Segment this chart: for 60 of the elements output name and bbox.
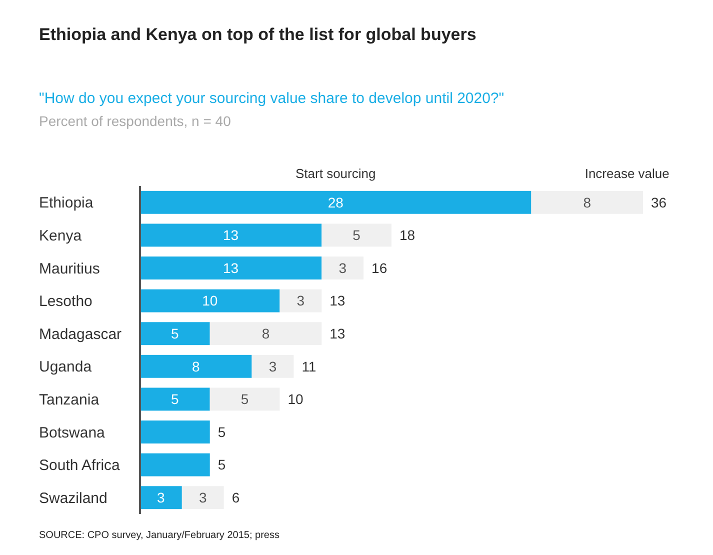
y-tick-label: Botswana [39,424,106,442]
total-label: 5 [218,424,226,440]
bar [140,486,182,510]
data-label: 5 [171,391,180,408]
data-label: 8 [583,194,592,210]
data-label: 8 [262,326,270,342]
total-label: 10 [288,391,304,408]
data-label: 13 [223,260,239,276]
total-label: 6 [232,490,240,506]
data-label: 28 [328,194,344,210]
bar [280,289,322,312]
y-tick-label: Swaziland [39,490,108,507]
y-tick-label: Uganda [39,358,92,376]
total-label: 13 [330,292,346,309]
data-label: 3 [157,490,166,506]
total-label: 11 [302,358,316,374]
data-label: 5 [240,391,249,408]
data-label: 13 [223,227,239,244]
bar [531,190,643,214]
data-label: 3 [296,292,305,309]
series-label: Increase value [584,166,670,181]
y-tick-label: Ethiopia [39,194,94,212]
data-label: 5 [352,227,361,244]
total-label: 16 [372,260,388,276]
chart-subtitle: "How do you expect your sourcing value share to develop until 2020?" [39,90,504,107]
bar [210,388,280,411]
series-label: Start sourcing [296,166,376,181]
y-tick-label: Tanzania [39,391,100,408]
data-label: 10 [202,292,218,309]
bar [140,453,210,476]
bar [210,322,322,346]
bar [252,354,294,378]
data-label: 3 [268,358,277,374]
y-tick-label: Lesotho [39,293,92,310]
bar [140,256,322,280]
data-label: 8 [192,358,200,374]
bar [140,289,280,312]
bar [322,256,364,280]
y-tick-label: Mauritius [39,260,100,278]
y-tick-label: Kenya [39,227,82,244]
chart-title: Ethiopia and Kenya on top of the list for global buyers [39,25,476,44]
total-label: 5 [218,456,226,473]
total-label: 36 [651,194,667,210]
bar [182,486,224,510]
data-label: 3 [338,260,347,276]
bar [140,190,532,214]
bar [140,224,322,247]
bar [322,224,392,247]
total-label: 18 [400,227,416,244]
data-label: 5 [171,326,180,342]
y-tick-label: Madagascar [39,326,122,343]
total-label: 13 [330,326,346,342]
bar [140,354,252,378]
bar [140,420,210,444]
bar [140,322,210,346]
bar [140,388,210,411]
y-tick-label: South Africa [39,457,121,474]
data-label: 3 [198,490,207,506]
text: Percent of respondents, n = 40 [39,113,232,129]
source-note: SOURCE: CPO survey, January/February 2015; press [39,530,280,541]
